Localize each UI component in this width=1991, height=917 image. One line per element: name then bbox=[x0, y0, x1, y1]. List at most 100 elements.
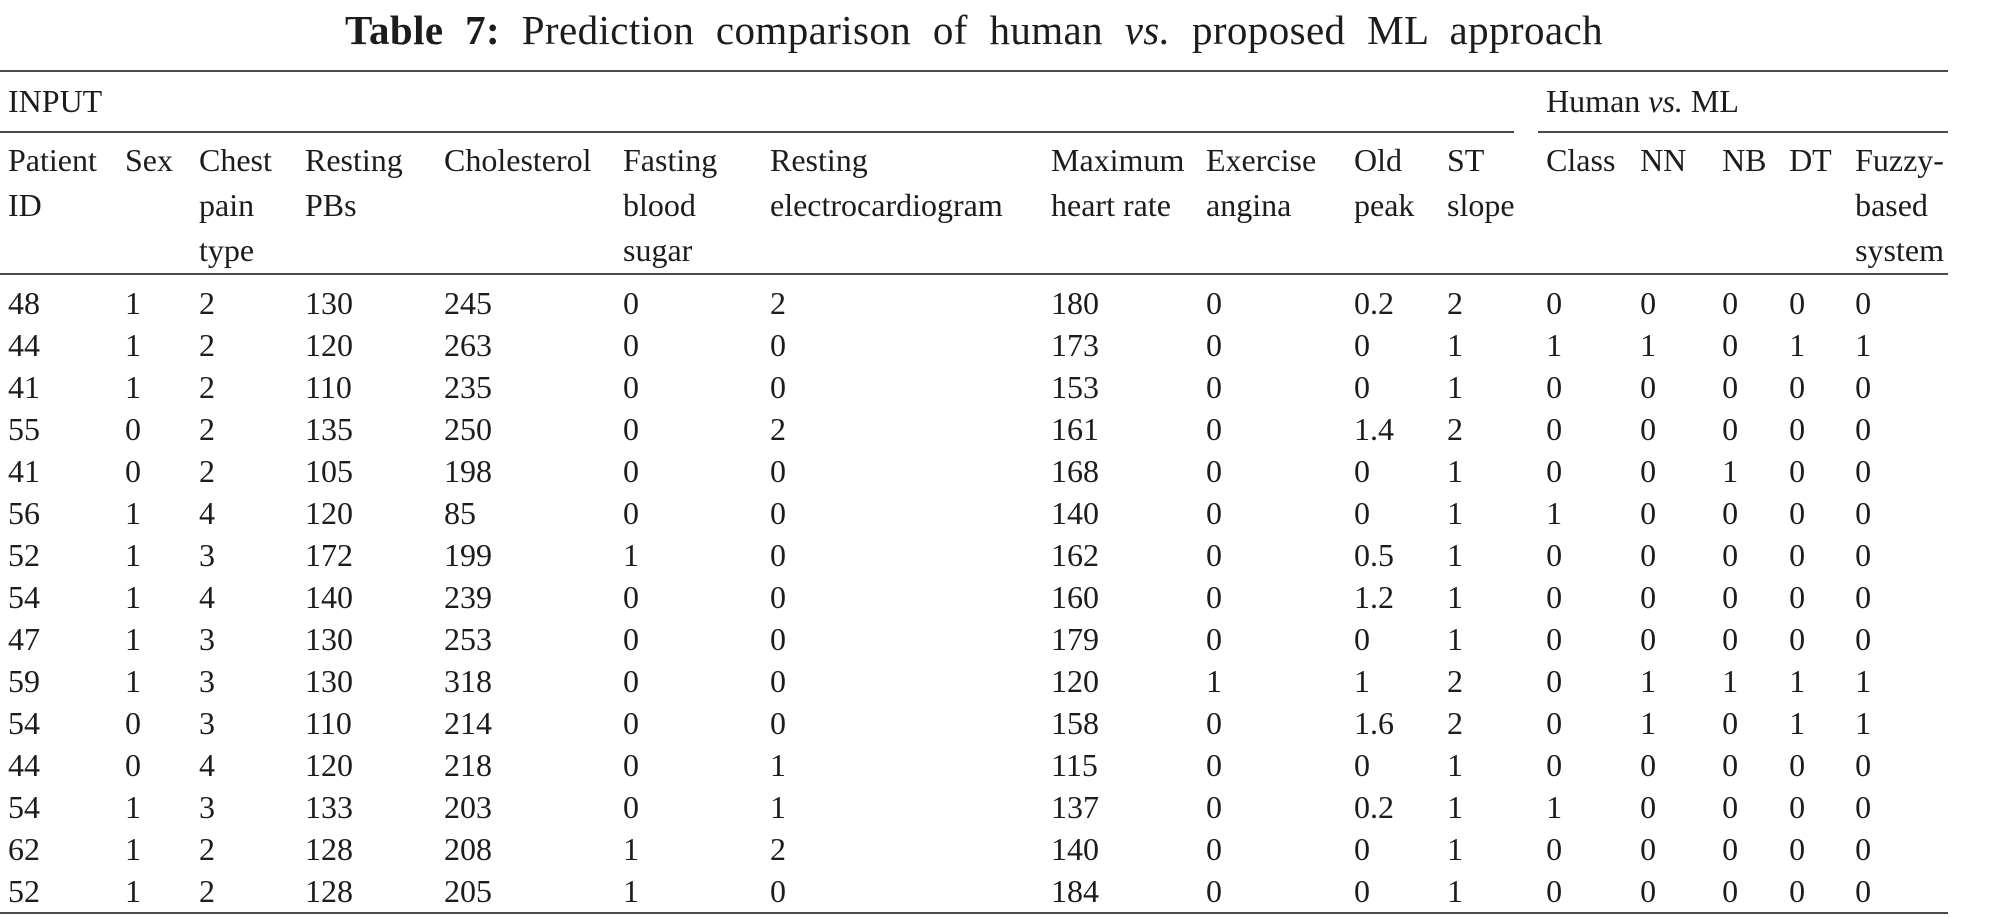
table-cell: 0 bbox=[1640, 369, 1657, 405]
table-cell: 1 bbox=[1447, 495, 1463, 531]
column-header: Patient ID bbox=[0, 133, 117, 275]
table-cell: 1 bbox=[1447, 453, 1463, 489]
table-cell: 1 bbox=[1447, 873, 1463, 909]
table-cell: 1 bbox=[125, 621, 141, 657]
table-cell: 120 bbox=[1051, 663, 1099, 699]
table-cell: 47 bbox=[8, 621, 40, 657]
table-cell: 0 bbox=[1354, 873, 1370, 909]
table-cell: 1 bbox=[1447, 747, 1463, 783]
table-cell: 0 bbox=[770, 621, 786, 657]
table-cell: 160 bbox=[1051, 579, 1099, 615]
table-cell: 0 bbox=[1855, 873, 1872, 909]
table-cell: 1 bbox=[125, 537, 141, 573]
group-input-label: INPUT bbox=[8, 83, 103, 119]
table-cell: 1 bbox=[1855, 327, 1872, 363]
table-cell: 55 bbox=[8, 411, 40, 447]
table-cell: 0 bbox=[1855, 537, 1872, 573]
table-cell: 110 bbox=[305, 369, 352, 405]
table-cell: 2 bbox=[1447, 663, 1463, 699]
table-cell: 0 bbox=[1855, 579, 1872, 615]
table-cell: 0 bbox=[1206, 579, 1222, 615]
table-cell: 198 bbox=[444, 453, 492, 489]
table-cell: 1 bbox=[125, 327, 141, 363]
table-cell: 140 bbox=[1051, 831, 1099, 867]
table-cell: 1.2 bbox=[1354, 579, 1394, 615]
table-cell: 4 bbox=[199, 495, 215, 531]
table-cell: 1.4 bbox=[1354, 411, 1394, 447]
table-cell: 0 bbox=[1640, 495, 1657, 531]
prediction-comparison-table: INPUT Human vs. ML Patient ID Sex Chest pa… bbox=[0, 70, 1949, 914]
table-body: 48 1 2 130 245 0 2 180 0 0.2 2 0 0 0 0 0 44 1 2 120 263 0 0 173… bbox=[0, 274, 1948, 913]
table-cell: 173 bbox=[1051, 327, 1099, 363]
table-caption-text-end: proposed ML approach bbox=[1170, 7, 1603, 53]
table-cell: 0 bbox=[1855, 747, 1872, 783]
table-cell: 162 bbox=[1051, 537, 1099, 573]
table-cell: 2 bbox=[770, 831, 786, 867]
table-cell: 0 bbox=[1206, 747, 1222, 783]
column-header: Exercise angina bbox=[1198, 133, 1346, 275]
table-cell: 0 bbox=[1855, 495, 1872, 531]
group-header-input: INPUT bbox=[0, 71, 1538, 133]
table-cell: 1 bbox=[1447, 327, 1463, 363]
table-cell: 130 bbox=[305, 663, 353, 699]
table-cell: 245 bbox=[444, 285, 492, 321]
group-human-ml-vs: vs. bbox=[1648, 83, 1683, 119]
table-cell: 41 bbox=[8, 453, 40, 489]
column-header-row: Patient ID Sex Chest pain type Resting PBs C… bbox=[0, 133, 1949, 275]
table-cell: 0 bbox=[1546, 621, 1563, 657]
table-cell: 214 bbox=[444, 705, 492, 741]
table-cell: 1 bbox=[1789, 663, 1806, 699]
table-cell: 110 bbox=[305, 705, 352, 741]
table-cell: 239 bbox=[444, 579, 492, 615]
table-cell: 0 bbox=[770, 873, 786, 909]
table-cell: 0 bbox=[1855, 453, 1872, 489]
table-cell: 3 bbox=[199, 621, 215, 657]
table-cell: 0 bbox=[1354, 453, 1370, 489]
table-cell: 1 bbox=[623, 873, 639, 909]
column-header: NB bbox=[1714, 133, 1782, 275]
table-cell: 0 bbox=[1722, 495, 1739, 531]
table-cell: 59 bbox=[8, 663, 40, 699]
table-cell: 2 bbox=[1447, 285, 1463, 321]
table-cell: 0 bbox=[1722, 369, 1739, 405]
group-human-ml-suffix: ML bbox=[1682, 83, 1739, 119]
table-cell: 1.6 bbox=[1354, 705, 1394, 741]
table-cell: 0 bbox=[1640, 621, 1657, 657]
table-cell: 130 bbox=[305, 621, 353, 657]
table-cell: 44 bbox=[8, 747, 40, 783]
table-cell: 140 bbox=[305, 579, 353, 615]
table-cell: 0 bbox=[1546, 579, 1563, 615]
table-cell: 44 bbox=[8, 327, 40, 363]
table-cell: 4 bbox=[199, 747, 215, 783]
table-cell: 0 bbox=[1855, 621, 1872, 657]
column-header: Chest pain type bbox=[191, 133, 297, 275]
table-cell: 0 bbox=[1546, 831, 1563, 867]
table-cell: 41 bbox=[8, 369, 40, 405]
table-cell: 0 bbox=[1789, 285, 1806, 321]
table-cell: 1 bbox=[125, 285, 141, 321]
table-cell: 0 bbox=[1722, 873, 1739, 909]
table-cell: 0 bbox=[623, 789, 639, 825]
table-cell: 0 bbox=[1206, 411, 1222, 447]
table-cell: 1 bbox=[1546, 495, 1563, 531]
table-cell: 1 bbox=[125, 495, 141, 531]
column-header: Sex bbox=[117, 133, 191, 275]
table-cell: 105 bbox=[305, 453, 353, 489]
table-cell: 0 bbox=[1722, 831, 1739, 867]
table-cell: 1 bbox=[1354, 663, 1370, 699]
table-cell: 3 bbox=[199, 705, 215, 741]
table-cell: 1 bbox=[1640, 663, 1657, 699]
table-cell: 1 bbox=[1789, 327, 1806, 363]
table-cell: 0 bbox=[770, 327, 786, 363]
table-cell: 3 bbox=[199, 663, 215, 699]
table-cell: 0 bbox=[770, 453, 786, 489]
table-cell: 153 bbox=[1051, 369, 1099, 405]
table-cell: 85 bbox=[444, 495, 476, 531]
table-cell: 0 bbox=[1640, 453, 1657, 489]
table-cell: 0 bbox=[623, 327, 639, 363]
table-cell: 1 bbox=[1546, 789, 1563, 825]
table-cell: 0 bbox=[1722, 537, 1739, 573]
table-cell: 0 bbox=[1206, 705, 1222, 741]
table-cell: 1 bbox=[1447, 579, 1463, 615]
table-cell: 180 bbox=[1051, 285, 1099, 321]
